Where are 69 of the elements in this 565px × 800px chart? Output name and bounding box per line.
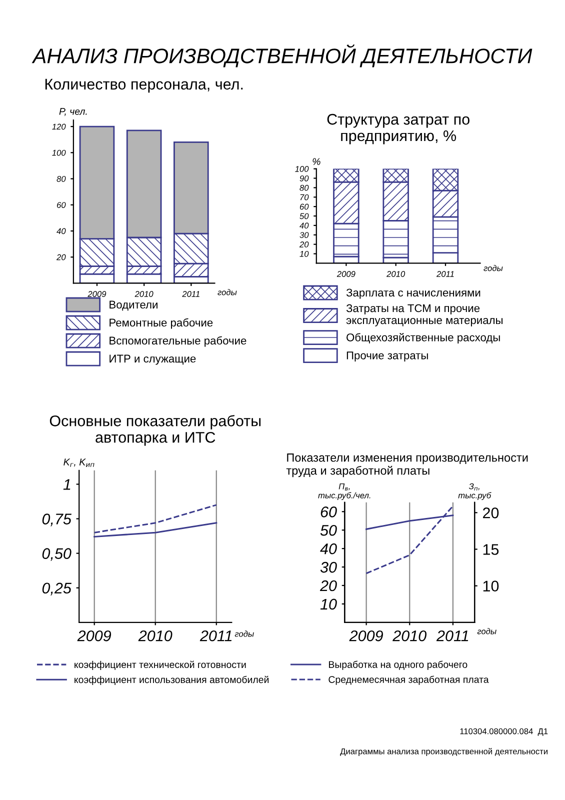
x-tick-label: 2011: [200, 630, 232, 642]
y2-tick-label: 20: [483, 508, 499, 518]
y-tick-label: 0,50: [42, 548, 72, 561]
text: АНАЛИЗ ПРОИЗВОДСТВЕННОЙ ДЕЯТЕЛЬНОСТИ: [32, 44, 532, 68]
y-tick-label: 80: [300, 184, 309, 191]
y-tick-label: 0,75: [42, 514, 72, 526]
y-tick-label: 120: [52, 124, 66, 130]
legend-label: Выработка на одного рабочего: [328, 660, 468, 670]
x-tick-label: 2011: [436, 630, 468, 642]
text: Диаграммы анализа производственной деятельности: [340, 748, 548, 756]
y-tick-label: 60: [57, 202, 66, 208]
y-tick-label: 50: [320, 524, 337, 536]
x-axis-title: годы: [234, 630, 254, 637]
chart-title: Структура затрат по предприятию, %: [327, 114, 470, 144]
x-tick-label: 2009: [77, 630, 112, 642]
chart-title: Количество персонала, чел.: [45, 78, 243, 93]
y-tick-label: 20: [299, 242, 309, 248]
y-tick-label: 40: [56, 228, 66, 234]
y-tick-label: 10: [320, 598, 337, 610]
y-tick-label: 90: [300, 175, 309, 182]
y-axis-title: K$_{г}$, K$_{ип}$: [64, 458, 94, 467]
x-axis-title: годы: [218, 289, 237, 296]
x-tick-label: 2011: [182, 291, 200, 297]
y-tick-label: 10: [300, 250, 309, 257]
legend-label: Прочие затраты: [346, 352, 428, 362]
y2-tick-label: 10: [483, 580, 499, 592]
x-tick-label: 2010: [134, 291, 154, 297]
y-tick-label: 100: [295, 166, 309, 172]
y-axis-title: П$_{в}$, тыс.руб./чел.: [318, 483, 370, 500]
y-axis-title: P, чел.: [59, 108, 87, 116]
y-tick-label: 40: [300, 222, 309, 229]
y-tick-label: 20: [320, 580, 337, 592]
legend-label: Ремонтные рабочие: [110, 318, 213, 329]
x-tick-label: 2010: [392, 630, 426, 642]
y-tick-label: 40: [320, 543, 337, 554]
x-axis-title: годы: [477, 628, 496, 634]
y-tick-label: 80: [56, 176, 66, 182]
x-tick-label: 2010: [386, 271, 406, 277]
x-tick-label: 2009: [88, 291, 106, 297]
y-axis-title: %: [312, 158, 320, 165]
legend-label: Зарплата с начислениями: [346, 288, 480, 299]
y-tick-label: 20: [56, 254, 66, 260]
y-tick-label: 60: [300, 204, 309, 210]
y2-tick-label: 15: [483, 544, 499, 555]
legend-label: коэффициент технической готовности: [74, 660, 246, 670]
x-tick-label: 2011: [436, 271, 454, 277]
text: 110304.080000.084 Д1: [460, 728, 548, 736]
x-tick-label: 2009: [336, 271, 356, 277]
legend-label: Вспомогательные рабочие: [110, 336, 246, 347]
y-tick-label: 100: [52, 150, 66, 156]
y-tick-label: 30: [300, 232, 309, 238]
legend-label: Общехозяйственные расходы: [346, 332, 500, 344]
y-tick-label: 1: [63, 479, 70, 490]
y-tick-label: 50: [300, 213, 309, 220]
y-tick-label: 60: [320, 506, 337, 518]
y-tick-label: 30: [320, 562, 337, 573]
chart-title: Основные показатели работы автопарка и ИТС: [50, 414, 261, 446]
legend-label: Затраты на ТСМ и прочие эксплуатационные материалы: [346, 304, 502, 326]
legend-label: коэффициент использования автомобилей: [74, 676, 269, 686]
chart-title: Показатели изменения производительности труда и заработной платы: [286, 454, 528, 478]
x-tick-label: 2010: [138, 630, 172, 642]
x-tick-label: 2009: [349, 630, 383, 642]
y-tick-label: 0,25: [42, 582, 72, 596]
x-axis-title: годы: [484, 264, 503, 272]
legend-label: Водители: [110, 300, 158, 311]
legend-label: Среднемесячная заработная плата: [328, 676, 489, 685]
y-tick-label: 70: [300, 194, 309, 200]
y2-axis-title: З$_{п}$, тыс.руб: [458, 483, 492, 500]
legend-label: ИТР и служащие: [110, 354, 196, 365]
